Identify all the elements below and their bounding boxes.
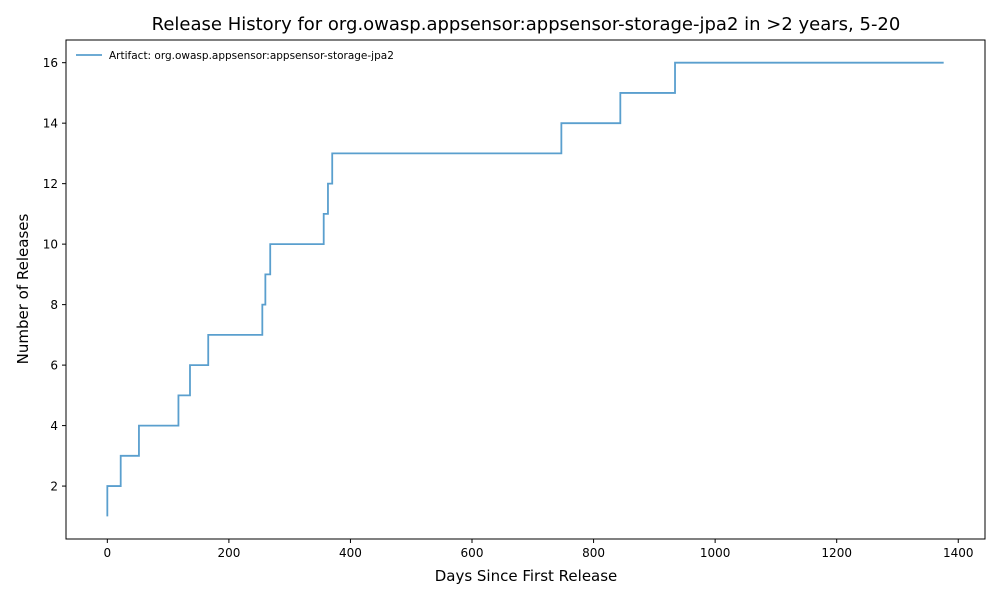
y-tick-label-4: 4 <box>50 419 58 433</box>
x-tick-label-800: 800 <box>582 546 605 560</box>
plot-area: 0 200 400 600 800 1000 1200 1400 2 4 6 8 10 12 14 16 <box>43 39 986 560</box>
legend-label: Artifact: org.owasp.appsensor:appsensor-… <box>109 50 394 62</box>
y-tick-label-14: 14 <box>43 117 58 131</box>
x-tick-label-200: 200 <box>217 546 240 560</box>
y-tick-label-12: 12 <box>43 177 58 191</box>
x-tick-label-400: 400 <box>339 546 362 560</box>
y-tick-label-8: 8 <box>50 298 58 312</box>
x-axis-title: Days Since First Release <box>435 567 618 585</box>
plot-frame <box>65 39 986 540</box>
x-tick-label-1000: 1000 <box>700 546 731 560</box>
series-line-0 <box>106 61 944 517</box>
y-axis-title: Number of Releases <box>14 213 32 364</box>
x-tick-label-1400: 1400 <box>943 546 974 560</box>
x-tick-label-1200: 1200 <box>821 546 852 560</box>
chart-title: Release History for org.owasp.appsensor:… <box>152 14 901 35</box>
y-tick-label-16: 16 <box>43 56 58 70</box>
x-tick-label-0: 0 <box>104 546 112 560</box>
x-tick-label-600: 600 <box>461 546 484 560</box>
y-tick-label-10: 10 <box>43 238 58 252</box>
y-tick-label-6: 6 <box>50 359 58 373</box>
y-tick-label-2: 2 <box>50 480 58 494</box>
legend: Artifact: org.owasp.appsensor:appsensor-… <box>76 50 394 62</box>
